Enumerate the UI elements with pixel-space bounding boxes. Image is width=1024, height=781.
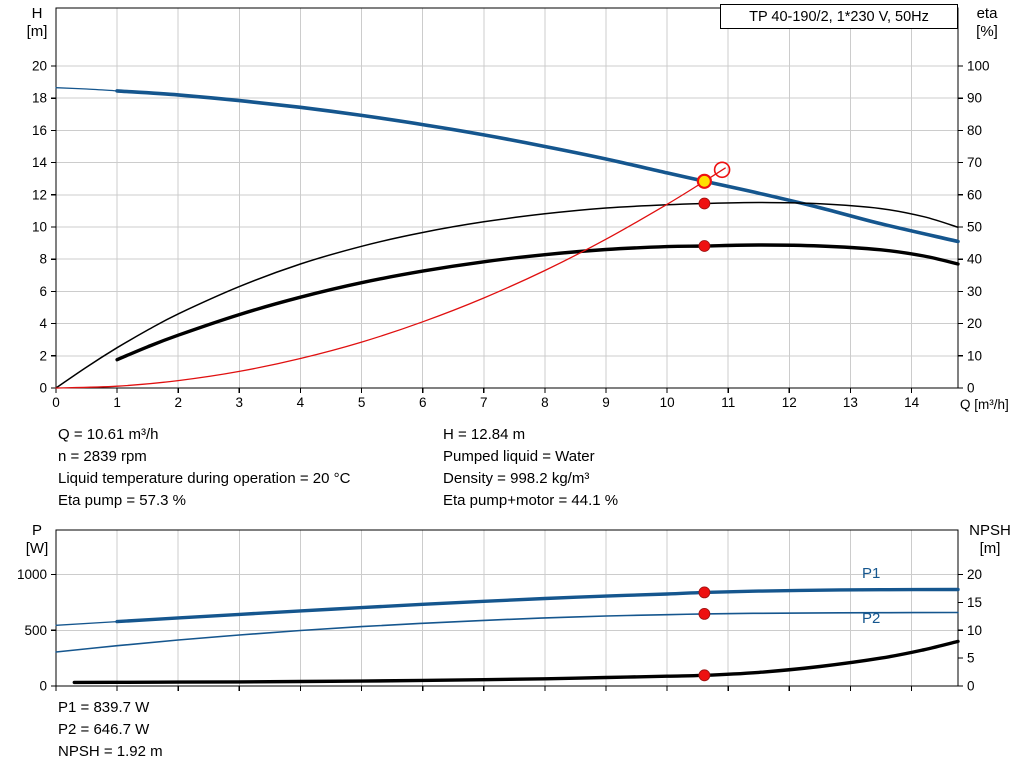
left-tick-label: 500 <box>24 623 47 638</box>
x-tick-label: 0 <box>52 395 60 410</box>
x-tick-label: 12 <box>782 395 797 410</box>
info-line-h: H = 12.84 m <box>443 426 526 443</box>
x-tick-label: 1 <box>113 395 121 410</box>
operating-point-info-left: Q = 10.61 m³/h n = 2839 rpm Liquid tempe… <box>58 424 350 512</box>
left-tick-label: 8 <box>39 252 47 267</box>
p2-curve <box>55 611 959 653</box>
right-tick-label: 30 <box>967 284 982 299</box>
right-tick-label: 70 <box>967 155 982 170</box>
right-tick-label: 100 <box>967 59 990 74</box>
p1-curve-label: P1 <box>862 565 881 582</box>
eta-pump-motor-curve <box>115 243 960 362</box>
requested-duty-ring <box>713 161 731 179</box>
eta-pump-point <box>698 197 711 210</box>
right-tick-label: 15 <box>967 595 982 610</box>
right-tick-label: 5 <box>967 651 975 666</box>
npsh-axis-title-line1: NPSH <box>969 522 1011 539</box>
head-curve-lead <box>55 87 118 92</box>
duty-point <box>696 173 713 189</box>
x-tick-label: 13 <box>843 395 858 410</box>
info-line-density: Density = 998.2 kg/m³ <box>443 470 590 487</box>
p2-curve-label: P2 <box>862 610 881 627</box>
right-tick-label: 40 <box>967 252 982 267</box>
x-tick-label: 2 <box>174 395 182 410</box>
info-line-npsh: NPSH = 1.92 m <box>58 743 163 760</box>
head-axis-title-line1: H <box>31 5 43 22</box>
eta-axis-title: eta [%] <box>962 5 1012 41</box>
right-tick-label: 0 <box>967 381 975 396</box>
pump-model-title-box: TP 40-190/2, 1*230 V, 50Hz <box>720 4 958 29</box>
right-tick-label: 10 <box>967 348 982 363</box>
info-line-pumped-liquid: Pumped liquid = Water <box>443 448 595 465</box>
plot-border <box>55 7 959 389</box>
x-tick-label: 9 <box>602 395 610 410</box>
info-line-p1: P1 = 839.7 W <box>58 699 150 716</box>
x-tick-label: 11 <box>721 395 735 410</box>
x-tick-label: 8 <box>541 395 549 410</box>
right-tick-label: 10 <box>967 623 982 638</box>
x-tick-label: 7 <box>480 395 488 410</box>
info-line-n: n = 2839 rpm <box>58 448 147 465</box>
left-tick-label: 14 <box>32 155 48 170</box>
x-tick-label: 14 <box>904 395 920 410</box>
right-tick-label: 20 <box>967 316 982 331</box>
power-npsh-info: P1 = 839.7 W P2 = 646.7 W NPSH = 1.92 m <box>58 697 163 763</box>
p2-point <box>698 608 711 620</box>
system-curve <box>55 167 726 389</box>
info-line-p2: P2 = 646.7 W <box>58 721 150 738</box>
x-tick-label: 4 <box>297 395 305 410</box>
left-tick-label: 2 <box>39 348 47 363</box>
right-tick-label: 90 <box>967 91 982 106</box>
left-tick-label: 0 <box>39 679 47 694</box>
left-tick-label: 16 <box>32 123 47 138</box>
head-axis-title-line2: [m] <box>26 23 48 40</box>
left-tick-label: 0 <box>39 381 47 396</box>
p1-curve <box>115 587 960 624</box>
head-axis-title: H [m] <box>18 5 56 41</box>
power-axis-title-line1: P <box>31 522 42 539</box>
left-tick-label: 1000 <box>17 567 47 582</box>
power-axis-title-line2: [W] <box>25 540 49 557</box>
p1-curve-lead <box>55 620 118 626</box>
right-tick-label: 50 <box>967 220 982 235</box>
plot-border <box>55 529 959 687</box>
flow-axis-title: Q [m³/h] <box>960 397 1009 412</box>
x-tick-label: 6 <box>419 395 427 410</box>
npsh-curve <box>72 639 960 685</box>
x-tick-label: 5 <box>358 395 366 410</box>
right-tick-label: 80 <box>967 123 982 138</box>
info-line-eta-pump: Eta pump = 57.3 % <box>58 492 186 509</box>
left-tick-label: 18 <box>32 91 47 106</box>
p1-point <box>698 586 711 599</box>
power-axis-title: P [W] <box>18 522 56 558</box>
info-line-q: Q = 10.61 m³/h <box>58 426 159 443</box>
left-tick-label: 10 <box>32 220 47 235</box>
right-tick-label: 20 <box>967 567 982 582</box>
head-efficiency-chart: 0246810121416182001020304050607080901000… <box>32 7 990 410</box>
eta-axis-title-line2: [%] <box>976 23 998 40</box>
right-tick-label: 0 <box>967 679 975 694</box>
power-npsh-chart: 0 500 1000 0 5 10 15 20 <box>17 529 982 694</box>
eta-axis-title-line1: eta <box>976 5 998 22</box>
eta-pump-curve <box>55 201 959 389</box>
npsh-axis-title: NPSH [m] <box>960 522 1020 558</box>
info-line-eta-pump-motor: Eta pump+motor = 44.1 % <box>443 492 619 509</box>
operating-point-info-right: H = 12.84 m Pumped liquid = Water Densit… <box>443 424 618 512</box>
npsh-point <box>698 669 711 682</box>
x-tick-label: 10 <box>660 395 675 410</box>
left-tick-label: 6 <box>39 284 47 299</box>
x-tick-label: 3 <box>236 395 244 410</box>
npsh-axis-title-line2: [m] <box>979 540 1001 557</box>
left-tick-label: 4 <box>39 316 47 331</box>
info-line-liquid-temp: Liquid temperature during operation = 20… <box>58 470 351 487</box>
head-curve <box>115 89 960 244</box>
right-tick-label: 60 <box>967 187 982 202</box>
eta-pump-motor-point <box>698 240 711 252</box>
left-tick-label: 20 <box>32 59 47 74</box>
left-tick-label: 12 <box>32 187 47 202</box>
